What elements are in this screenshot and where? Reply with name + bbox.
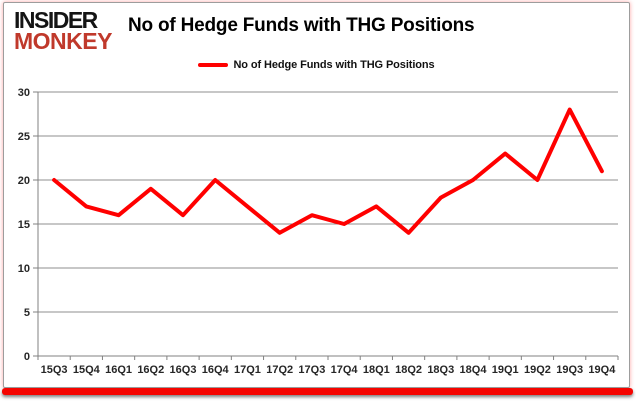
legend-line-swatch [198, 63, 229, 67]
y-axis-label: 0 [24, 351, 30, 363]
y-axis-label: 15 [18, 219, 30, 231]
x-axis-label: 15Q3 [41, 364, 68, 376]
x-axis-label: 18Q4 [460, 364, 488, 376]
x-axis-label: 16Q1 [105, 364, 132, 376]
y-axis-label: 10 [18, 263, 30, 275]
x-axis-label: 17Q4 [331, 364, 359, 376]
x-axis-label: 17Q3 [298, 364, 325, 376]
y-axis-label: 25 [18, 131, 30, 143]
insider-monkey-logo: INSIDER MONKEY [14, 7, 112, 54]
x-axis-label: 18Q2 [395, 364, 422, 376]
x-axis-label: 19Q2 [524, 364, 551, 376]
chart-legend: No of Hedge Funds with THG Positions [4, 59, 629, 71]
x-axis-label: 19Q1 [492, 364, 519, 376]
x-axis-label: 15Q4 [73, 364, 101, 376]
y-axis-label: 5 [24, 307, 30, 319]
y-axis-label: 20 [18, 175, 30, 187]
bottom-red-bar [2, 388, 633, 395]
x-axis-label: 16Q2 [137, 364, 164, 376]
brand-line-insider: INSIDER [14, 7, 98, 33]
brand-line-monkey: MONKEY [14, 28, 112, 54]
y-axis-label: 30 [18, 87, 30, 99]
x-axis-label: 17Q2 [266, 364, 293, 376]
x-axis-label: 16Q4 [202, 364, 230, 376]
x-axis-label: 19Q3 [556, 364, 583, 376]
legend-label: No of Hedge Funds with THG Positions [233, 59, 435, 71]
x-axis-label: 17Q1 [234, 364, 261, 376]
x-axis-label: 18Q1 [363, 364, 390, 376]
line-chart: 0 5 10 15 20 25 30 15Q3 15Q4 16Q1 16Q2 16Q3 16Q4 17Q1… [18, 87, 619, 376]
data-line [52, 107, 604, 235]
x-axis-label: 16Q3 [170, 364, 197, 376]
chart-card: INSIDER MONKEY No of Hedge Funds with TH… [3, 2, 630, 388]
x-axis-label: 19Q4 [588, 364, 616, 376]
x-axis-label: 18Q3 [427, 364, 454, 376]
chart-title: No of Hedge Funds with THG Positions [128, 15, 475, 36]
